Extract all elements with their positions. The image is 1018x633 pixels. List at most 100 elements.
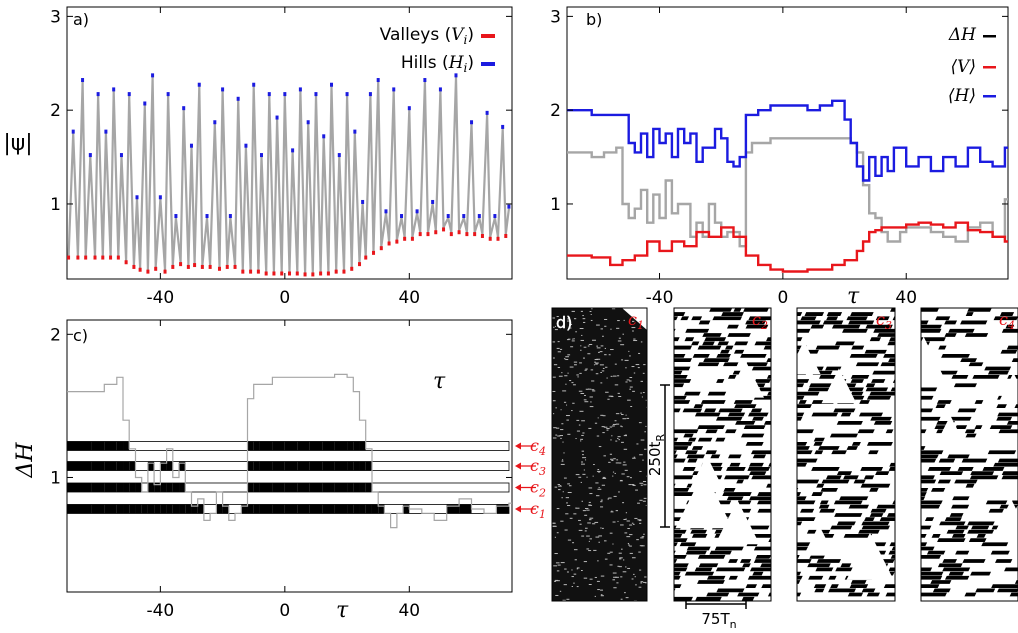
pattern-streak — [879, 517, 895, 522]
pattern-streak — [951, 374, 969, 379]
pattern-streak — [944, 320, 958, 325]
pattern-speck — [620, 524, 624, 526]
pattern-speck — [585, 527, 588, 529]
panel-b-label: b) — [586, 10, 602, 29]
pattern-speck — [645, 504, 647, 506]
pattern-streak — [737, 592, 760, 597]
pattern-speck — [573, 513, 577, 515]
pattern-streak — [877, 333, 895, 337]
pattern-streak — [826, 312, 843, 316]
pattern-streak — [954, 425, 968, 429]
valley-marker — [496, 236, 500, 241]
pattern-streak — [843, 475, 859, 480]
deltaH-line — [567, 137, 1008, 248]
pattern-speck — [635, 489, 638, 491]
threshold-band-c1-segment — [129, 504, 136, 514]
pattern-speck — [614, 384, 619, 386]
pattern-streak — [693, 404, 704, 409]
threshold-band-c1-segment — [446, 504, 460, 514]
pattern-streak — [1004, 567, 1018, 572]
pattern-streak — [883, 584, 895, 589]
pattern-speck — [554, 553, 558, 555]
panel-c-ylabel: ΔH — [13, 442, 38, 479]
pattern-streak — [674, 383, 685, 388]
pattern-speck — [631, 557, 636, 559]
valley-marker — [208, 264, 212, 269]
pattern-streak — [674, 584, 682, 589]
panel-b-ytick-label: 2 — [550, 101, 561, 121]
hill-marker — [392, 87, 396, 92]
pattern-speck — [611, 435, 613, 437]
threshold-band-c3-segment — [116, 461, 124, 471]
pattern-streak — [921, 446, 926, 450]
pattern-streak — [821, 479, 850, 484]
pattern-streak — [850, 580, 867, 584]
pattern-streak — [876, 504, 895, 509]
pattern-speck — [568, 316, 571, 318]
pattern-speck — [590, 319, 593, 321]
pattern-speck — [627, 567, 631, 569]
pattern-streak — [890, 387, 895, 392]
pattern-streak — [797, 395, 805, 400]
threshold-band-c3-segment — [359, 461, 366, 471]
pattern-speck — [592, 523, 596, 525]
pattern-speck — [592, 390, 596, 392]
pattern-speck — [588, 343, 593, 345]
pattern-speck — [642, 392, 645, 394]
pattern-speck — [581, 334, 583, 336]
pattern-streak — [861, 521, 890, 526]
pattern-speck — [552, 437, 557, 439]
threshold-band-c1-segment — [241, 504, 248, 514]
pattern-streak — [921, 374, 922, 379]
pattern-speck — [559, 485, 561, 487]
pattern-speck — [585, 459, 587, 461]
threshold-band-c3-segment — [272, 461, 285, 471]
pattern-speck — [606, 429, 609, 431]
pattern-speck — [567, 318, 570, 320]
threshold-band-c3-segment — [353, 461, 360, 471]
pattern-streak — [715, 437, 726, 442]
pattern-streak — [921, 320, 929, 325]
pattern-speck — [557, 341, 560, 343]
pattern-hole — [821, 368, 857, 404]
threshold-band-c2-segment — [347, 482, 354, 492]
pattern-streak — [957, 408, 977, 413]
threshold-band-c1-segment — [334, 504, 348, 514]
pattern-speck — [610, 328, 612, 330]
pattern-speck — [631, 366, 635, 368]
pattern-streak — [890, 308, 895, 312]
panel-b-xtick-label: 0 — [777, 288, 788, 308]
pattern-speck — [638, 352, 641, 354]
panel-d-label: d) — [556, 313, 572, 332]
pattern-speck — [606, 428, 610, 430]
pattern-streak — [861, 525, 890, 530]
pattern-speck — [564, 375, 568, 377]
pattern-speck — [571, 585, 574, 587]
hill-marker — [384, 209, 388, 214]
pattern-streak — [797, 479, 820, 484]
pattern-streak — [1006, 421, 1018, 425]
hill-marker — [477, 214, 481, 219]
pattern-streak — [935, 404, 946, 409]
threshold-band-c1-segment — [116, 504, 124, 514]
pattern-speck — [615, 440, 618, 442]
hill-marker — [501, 124, 505, 129]
pattern-speck — [590, 369, 594, 371]
pattern-speck — [580, 438, 584, 440]
pattern-speck — [557, 325, 560, 327]
pattern-streak — [727, 374, 737, 379]
pattern-hole — [689, 455, 725, 491]
pattern-streak — [944, 333, 957, 337]
pattern-speck — [638, 586, 642, 588]
threshold-band-c1-segment — [222, 504, 229, 514]
pattern-speck — [624, 592, 626, 594]
pattern-streak — [707, 391, 727, 396]
valley-marker — [442, 227, 446, 232]
threshold-band-c3-segment — [284, 461, 298, 471]
pattern-speck — [559, 348, 563, 350]
pattern-speck — [609, 532, 613, 534]
pattern-streak — [674, 337, 680, 342]
pattern-speck — [556, 508, 560, 510]
threshold-band-c3-segment — [104, 461, 117, 471]
pattern-speck — [555, 562, 560, 564]
